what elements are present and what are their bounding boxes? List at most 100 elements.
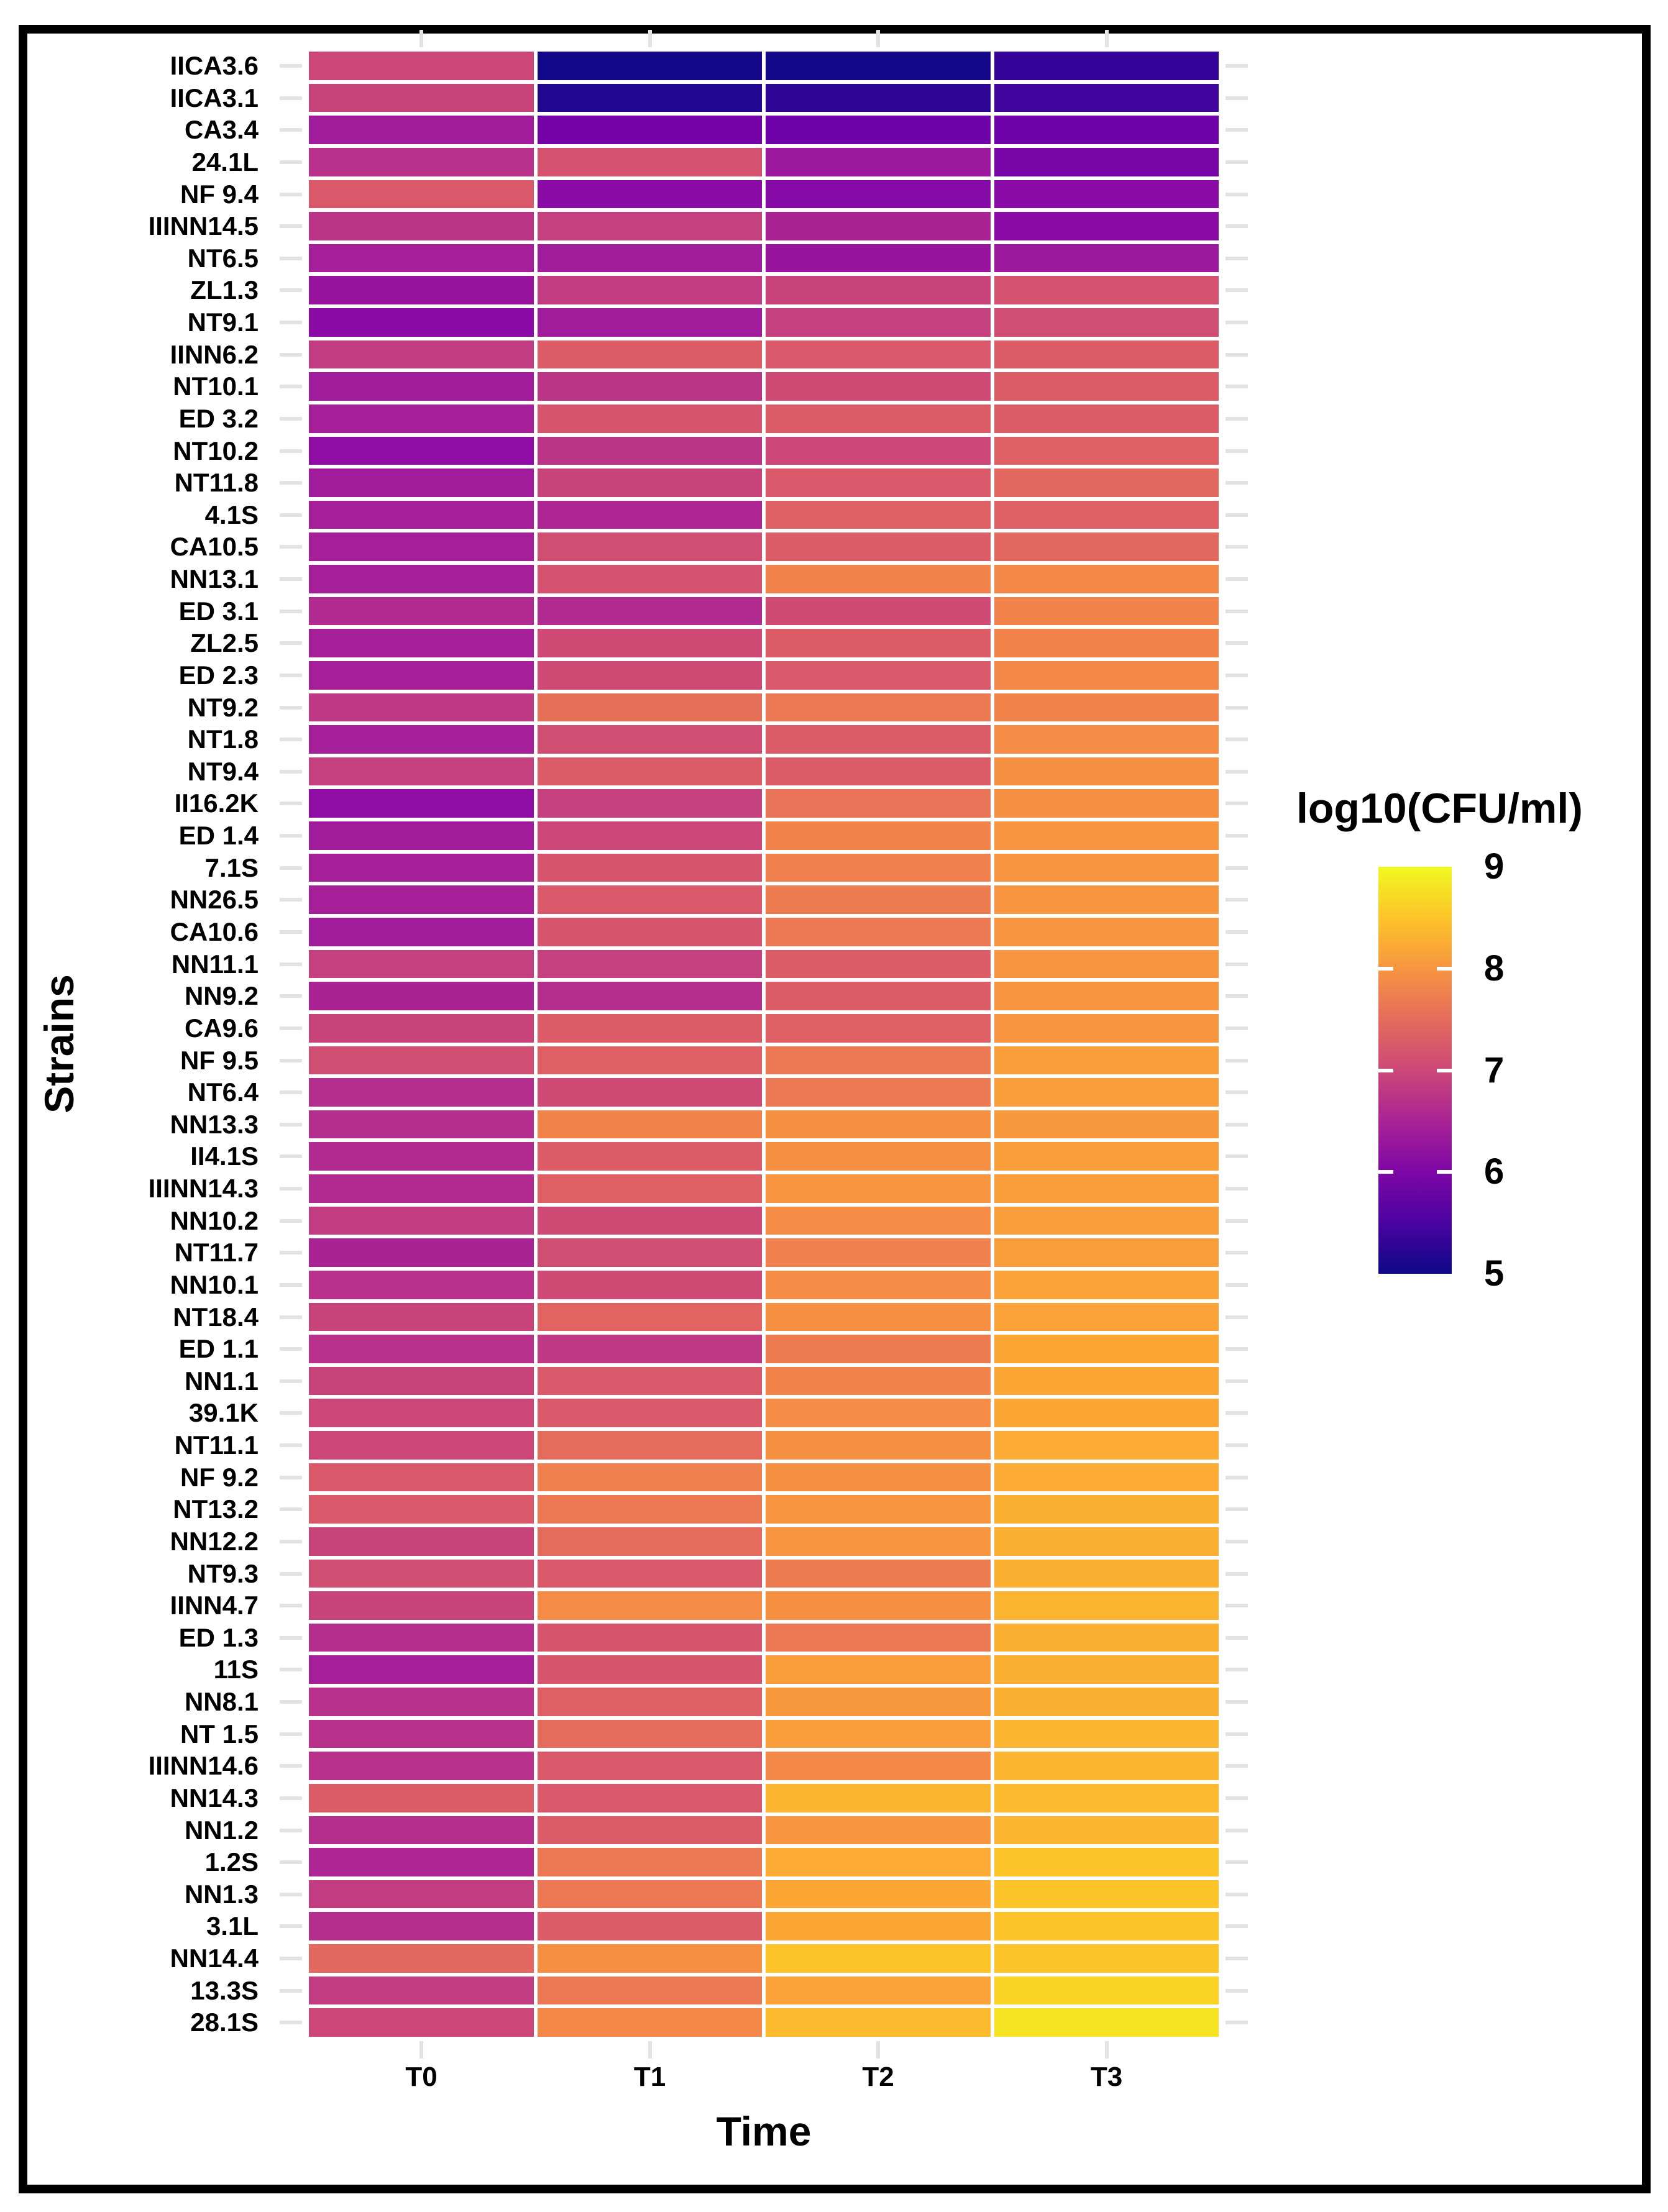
row-label: IIINN14.5 <box>148 211 259 240</box>
heatmap-cell <box>536 1686 764 1718</box>
row-label: NT10.2 <box>173 436 259 465</box>
heatmap-cell <box>992 499 1221 531</box>
heatmap-cell <box>764 306 992 339</box>
heatmap-cell <box>536 1397 764 1429</box>
heatmap-cell <box>307 403 536 435</box>
heatmap-cell <box>307 1172 536 1205</box>
heatmap-cell <box>307 1975 536 2006</box>
heatmap-cell <box>307 756 536 787</box>
y-axis-tick-left <box>280 641 302 645</box>
row-label: NT9.1 <box>187 308 259 337</box>
legend-tick-label: 7 <box>1484 1049 1505 1090</box>
y-axis-tick-right <box>1226 1026 1248 1030</box>
heatmap-cell <box>764 787 992 820</box>
heatmap-cell <box>307 1910 536 1942</box>
heatmap-cell <box>536 948 764 980</box>
y-axis-tick-left <box>280 1251 302 1255</box>
row-label: 4.1S <box>204 500 259 529</box>
heatmap-cell <box>307 435 536 467</box>
heatmap-cell <box>536 756 764 787</box>
legend-tick-label: 8 <box>1484 948 1505 989</box>
heatmap-cell <box>992 82 1221 114</box>
heatmap-cell <box>992 1878 1221 1910</box>
heatmap-cell <box>307 1269 536 1301</box>
heatmap-cell <box>992 1140 1221 1172</box>
heatmap-cell <box>764 1333 992 1365</box>
heatmap-cell <box>992 948 1221 980</box>
y-axis-tick-right <box>1226 866 1248 870</box>
heatmap-cell <box>992 467 1221 499</box>
heatmap-cell <box>536 1942 764 1975</box>
heatmap-cell <box>992 1365 1221 1397</box>
row-label: NN1.1 <box>184 1366 259 1396</box>
heatmap-cell <box>307 1653 536 1686</box>
heatmap-cell <box>992 339 1221 370</box>
y-axis-tick-left <box>280 1411 302 1415</box>
row-label: IIINN14.6 <box>148 1751 259 1780</box>
y-axis-tick-left <box>280 1732 302 1736</box>
heatmap-cell <box>536 1461 764 1493</box>
heatmap-cell <box>764 980 992 1012</box>
y-axis-tick-left <box>280 1540 302 1543</box>
y-axis-tick-left <box>280 417 302 421</box>
x-axis-tick-top <box>1104 30 1109 47</box>
y-axis-tick-right <box>1226 1796 1248 1800</box>
heatmap-cell <box>307 242 536 274</box>
heatmap-cell <box>307 980 536 1012</box>
row-label: NT13.2 <box>173 1494 259 1524</box>
heatmap-cell <box>307 1589 536 1622</box>
y-axis-tick-right <box>1226 1700 1248 1704</box>
row-label: II16.2K <box>174 788 259 818</box>
y-axis-tick-right <box>1226 1828 1248 1832</box>
heatmap-cell <box>536 1525 764 1558</box>
row-label: CA9.6 <box>184 1013 259 1043</box>
row-label: CA10.5 <box>170 532 259 561</box>
heatmap-cell <box>992 756 1221 787</box>
row-label: NN13.1 <box>170 564 259 593</box>
heatmap-cell <box>307 948 536 980</box>
y-axis-tick-left <box>280 1635 302 1640</box>
heatmap-cell <box>536 467 764 499</box>
y-axis-tick-right <box>1226 1635 1248 1640</box>
heatmap-cell <box>307 1108 536 1140</box>
y-axis-tick-left <box>280 192 302 196</box>
x-tick-label: T2 <box>862 2062 894 2092</box>
y-axis-tick-right <box>1226 1860 1248 1864</box>
y-axis-tick-left <box>280 994 302 998</box>
heatmap-cell <box>764 1525 992 1558</box>
heatmap-cell <box>764 1012 992 1044</box>
heatmap-cell <box>307 467 536 499</box>
y-axis-tick-left <box>280 481 302 485</box>
row-label: NN1.3 <box>184 1879 259 1909</box>
y-axis-tick-left <box>280 1796 302 1800</box>
heatmap-cell <box>536 146 764 178</box>
heatmap-cell <box>536 370 764 403</box>
heatmap-cell <box>764 1975 992 2006</box>
y-axis-tick-right <box>1226 1187 1248 1191</box>
heatmap-cell <box>536 820 764 852</box>
y-axis-tick-right <box>1226 352 1248 357</box>
row-label: 13.3S <box>190 1975 259 2005</box>
row-label: ED 3.1 <box>178 596 259 626</box>
heatmap-cell <box>307 146 536 178</box>
heatmap-cell <box>307 1205 536 1236</box>
heatmap-cell <box>536 627 764 659</box>
y-axis-tick-right <box>1226 1154 1248 1158</box>
y-axis-tick-right <box>1226 2021 1248 2024</box>
y-axis-tick-left <box>280 1892 302 1896</box>
heatmap-cell <box>764 1429 992 1461</box>
heatmap-cell <box>536 1429 764 1461</box>
heatmap-cell <box>764 2006 992 2039</box>
row-label: 39.1K <box>188 1398 259 1427</box>
y-axis-tick-right <box>1226 1571 1248 1576</box>
heatmap-cell <box>536 1172 764 1205</box>
y-axis-tick-right <box>1226 192 1248 196</box>
heatmap-cell <box>992 1910 1221 1942</box>
y-axis-tick-right <box>1226 930 1248 934</box>
heatmap-cell <box>536 787 764 820</box>
row-label: NT6.4 <box>187 1077 259 1107</box>
heatmap-cell <box>536 1589 764 1622</box>
x-tick-label: T1 <box>633 2062 666 2092</box>
heatmap-cell <box>764 1365 992 1397</box>
